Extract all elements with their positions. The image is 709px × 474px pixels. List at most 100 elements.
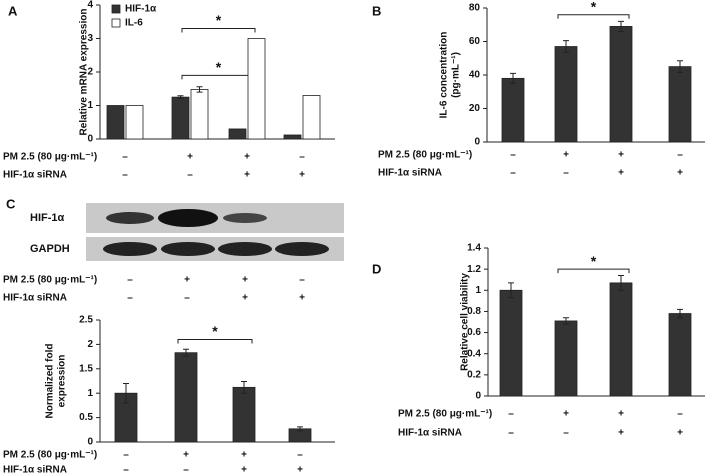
error-bar	[677, 60, 683, 73]
y-axis-label: (pg·mL⁻¹)	[451, 52, 462, 98]
significance-star: *	[216, 12, 222, 28]
significance-bracket	[181, 74, 256, 80]
y-tick-label: 1	[87, 388, 93, 399]
error-bar	[508, 282, 514, 299]
bar	[554, 320, 578, 397]
treatment-sign: +	[187, 152, 193, 163]
significance-star: *	[216, 59, 222, 75]
treatment-label: PM 2.5 (80 μg·mL⁻¹)	[378, 150, 472, 161]
treatment-sign: –	[510, 150, 516, 161]
y-tick-label: 1.4	[467, 243, 481, 254]
treatment-sign: –	[563, 168, 569, 179]
legend-swatch	[111, 18, 121, 28]
significance-star: *	[591, 0, 597, 14]
treatment-sign: +	[563, 409, 569, 420]
y-tick-label: 2	[87, 339, 93, 350]
y-tick-label: 0.4	[467, 348, 481, 359]
y-axis-label: IL-6 concentration	[439, 32, 450, 119]
y-tick-label: 0	[475, 391, 481, 402]
error-bar	[297, 426, 303, 432]
y-tick-label: 60	[469, 36, 481, 47]
bar	[190, 89, 209, 140]
error-bar	[563, 317, 569, 325]
treatment-label: HIF-1α siRNA	[3, 293, 67, 304]
significance-bracket	[557, 14, 630, 19]
bar	[232, 386, 256, 443]
error-bar	[241, 380, 247, 394]
y-tick-label: 0	[87, 134, 93, 145]
y-tick-label: 0.2	[467, 369, 481, 380]
significance-star: *	[591, 253, 597, 269]
panel-label: A	[8, 3, 18, 18]
y-tick-label: 4	[87, 0, 93, 11]
treatment-sign: +	[618, 150, 624, 161]
panel-label: C	[6, 196, 16, 211]
treatment-sign: +	[244, 152, 250, 163]
bar	[501, 77, 525, 143]
treatment-sign: +	[563, 150, 569, 161]
legend-swatch	[111, 4, 121, 14]
y-tick-label: 0.5	[79, 412, 93, 423]
treatment-sign: +	[242, 275, 248, 286]
significance-star: *	[212, 323, 218, 339]
y-tick-label: 20	[469, 103, 481, 114]
treatment-sign: –	[122, 152, 128, 163]
error-bar	[563, 40, 569, 53]
significance-bracket	[177, 339, 253, 344]
error-bar	[618, 20, 624, 32]
y-axis-label: expression	[57, 355, 68, 408]
bar	[668, 313, 692, 397]
treatment-sign: –	[508, 428, 514, 439]
treatment-sign: –	[299, 275, 305, 286]
treatment-sign: –	[563, 428, 569, 439]
y-tick-label: 40	[469, 70, 481, 81]
bar	[609, 282, 633, 397]
y-axis-label: Relative cell viability	[460, 273, 471, 371]
legend-label: IL-6	[125, 18, 143, 29]
error-bar	[183, 348, 189, 357]
treatment-sign: +	[618, 409, 624, 420]
treatment-sign: +	[677, 168, 683, 179]
y-tick-label: 1.2	[467, 264, 481, 275]
y-axis-label: Normalized fold	[45, 343, 56, 418]
y-tick-label: 0	[474, 137, 480, 148]
error-bar	[618, 274, 624, 291]
y-tick-label: 1.5	[79, 363, 93, 374]
y-tick-label: 2	[87, 67, 93, 78]
treatment-sign: –	[677, 150, 683, 161]
treatment-sign: –	[508, 409, 514, 420]
treatment-sign: +	[184, 275, 190, 286]
band-label: HIF-1α	[30, 212, 65, 224]
panel-label: D	[372, 261, 381, 276]
error-bar	[196, 86, 203, 93]
treatment-sign: +	[299, 170, 305, 181]
treatment-label: PM 2.5 (80 μg·mL⁻¹)	[3, 450, 97, 461]
bar	[174, 352, 198, 443]
y-tick-label: 1	[87, 100, 93, 111]
bar	[499, 289, 523, 397]
bar	[125, 105, 144, 140]
treatment-sign: +	[242, 293, 248, 304]
legend-label: HIF-1α	[125, 4, 157, 15]
treatment-sign: –	[127, 275, 133, 286]
treatment-label: PM 2.5 (80 μg·mL⁻¹)	[398, 409, 492, 420]
treatment-sign: –	[183, 465, 189, 474]
treatment-label: PM 2.5 (80 μg·mL⁻¹)	[3, 275, 97, 286]
treatment-sign: –	[123, 450, 129, 461]
y-tick-label: 80	[469, 3, 481, 14]
treatment-sign: +	[618, 168, 624, 179]
y-tick-label: 0	[87, 437, 93, 448]
significance-bracket	[181, 27, 256, 33]
treatment-sign: +	[677, 428, 683, 439]
y-tick-label: 1	[475, 285, 481, 296]
treatment-sign: +	[183, 450, 189, 461]
bar	[247, 38, 266, 140]
bar	[106, 105, 125, 140]
treatment-sign: –	[187, 170, 193, 181]
error-bar	[177, 95, 184, 99]
treatment-sign: –	[127, 293, 133, 304]
treatment-sign: –	[122, 170, 128, 181]
blot-image	[86, 203, 344, 261]
